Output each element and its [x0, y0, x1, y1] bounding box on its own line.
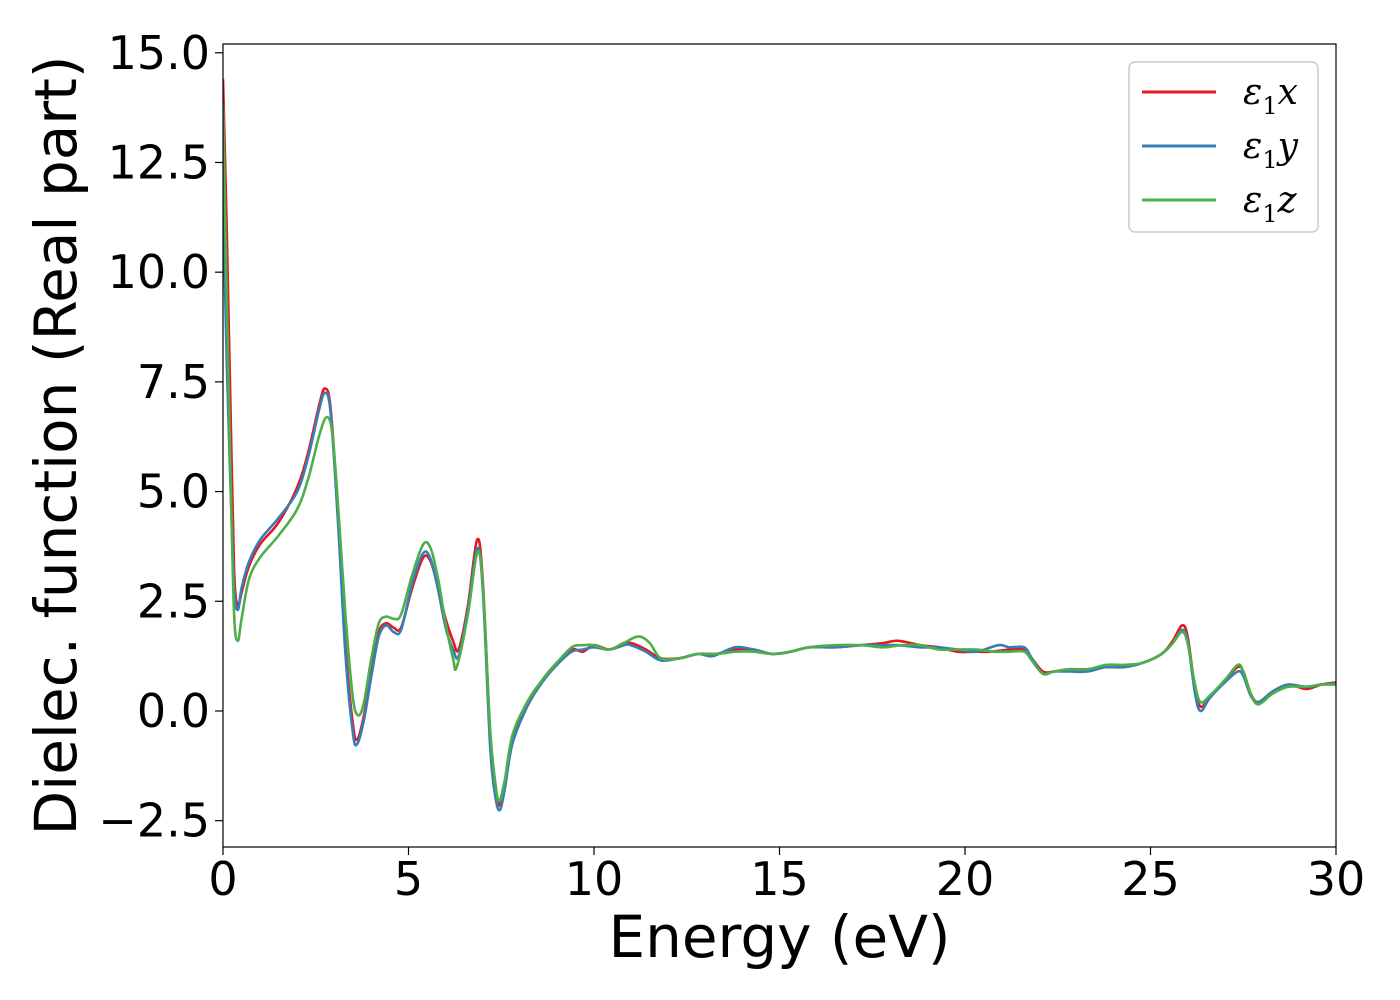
y-tick-label: 0.0 — [137, 684, 210, 738]
x-tick-label: 25 — [1121, 852, 1180, 906]
legend-epsilon: ε — [1243, 180, 1262, 221]
legend-label-z: ε1z — [1243, 180, 1298, 228]
legend-epsilon: ε — [1243, 72, 1262, 113]
x-tick-label: 0 — [208, 852, 237, 906]
y-tick-label: 5.0 — [137, 465, 210, 519]
y-tick-label: 10.0 — [108, 245, 210, 299]
x-tick-label: 30 — [1307, 852, 1366, 906]
legend-variable: x — [1278, 72, 1298, 113]
y-axis-ticks: −2.5 0.0 2.5 5.0 7.5 10.0 12.5 15.0 — [98, 26, 223, 848]
legend-subscript: 1 — [1262, 200, 1277, 228]
y-tick-label: 15.0 — [108, 26, 210, 80]
y-tick-label: 7.5 — [137, 355, 210, 409]
x-tick-label: 15 — [750, 852, 809, 906]
y-tick-label: 2.5 — [137, 574, 210, 628]
x-tick-label: 10 — [565, 852, 624, 906]
series-line-z — [223, 105, 1336, 803]
legend-label-y: ε1y — [1243, 126, 1299, 174]
y-tick-label: 12.5 — [108, 135, 210, 189]
legend-variable: y — [1276, 126, 1299, 167]
series-line-y — [223, 193, 1336, 812]
legend-box — [1128, 61, 1319, 233]
legend-subscript: 1 — [1262, 92, 1277, 120]
legend-subscript: 1 — [1262, 146, 1277, 174]
x-axis-label: Energy (eV) — [608, 903, 950, 971]
x-tick-label: 5 — [394, 852, 423, 906]
series-layer — [223, 79, 1336, 812]
y-tick-label: −2.5 — [98, 794, 210, 848]
legend-variable: z — [1277, 180, 1298, 221]
y-axis-label: Dielec. function (Real part) — [22, 55, 90, 835]
x-tick-label: 20 — [936, 852, 995, 906]
legend-label-x: ε1x — [1243, 72, 1298, 120]
x-axis-ticks: 0 5 10 15 20 25 30 — [208, 847, 1365, 906]
legend-epsilon: ε — [1243, 126, 1262, 167]
